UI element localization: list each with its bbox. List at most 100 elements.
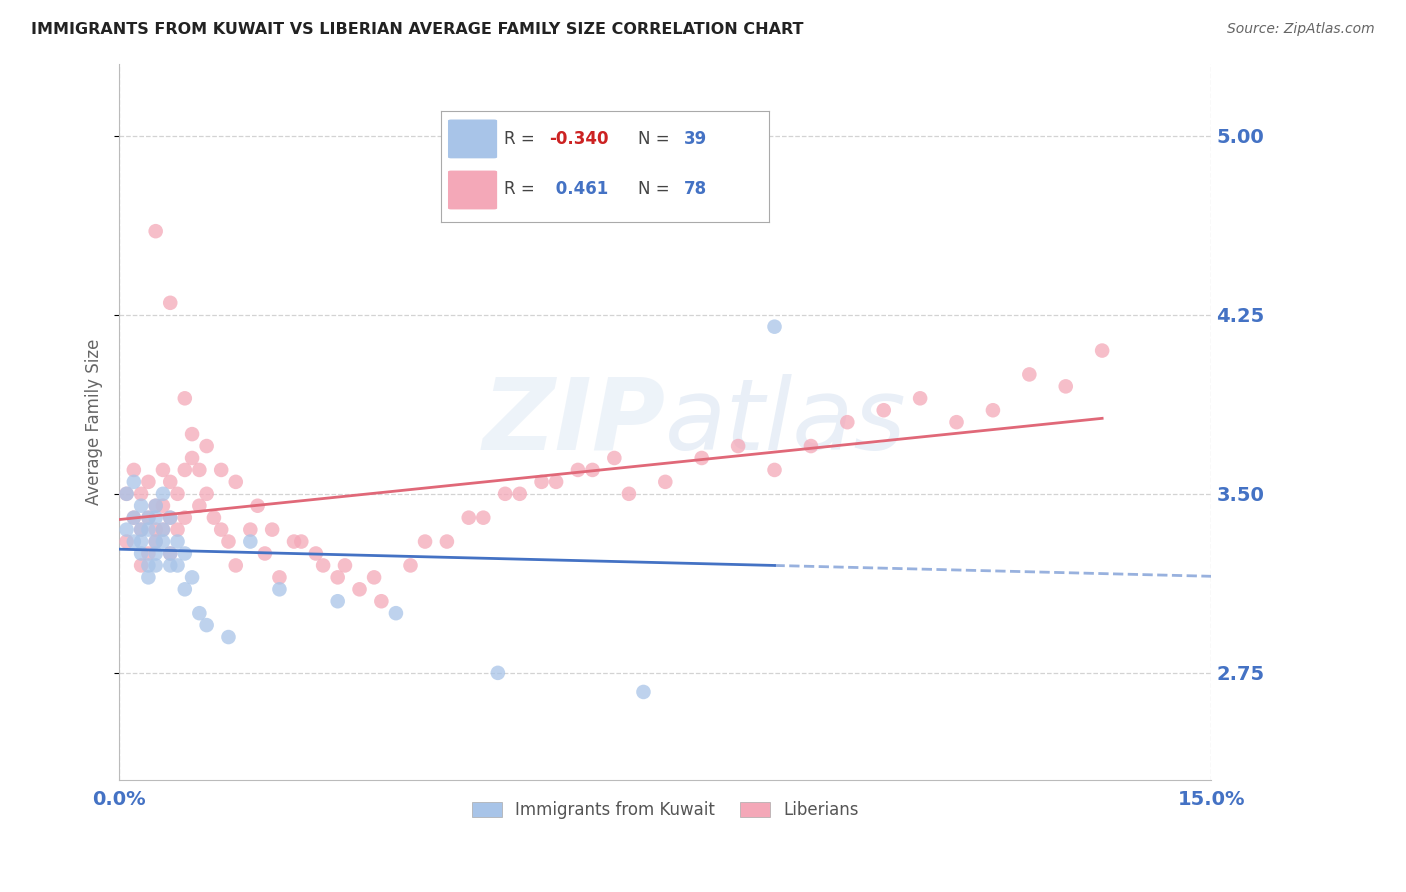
Point xyxy=(269,570,291,584)
Point xyxy=(188,499,211,513)
Point xyxy=(509,487,531,501)
Point xyxy=(195,487,218,501)
Point xyxy=(152,463,174,477)
Point xyxy=(385,606,408,620)
Point xyxy=(305,547,328,561)
Point xyxy=(173,510,195,524)
Point xyxy=(633,685,655,699)
Legend: Immigrants from Kuwait, Liberians: Immigrants from Kuwait, Liberians xyxy=(465,795,866,826)
Point xyxy=(218,534,240,549)
Point xyxy=(129,499,152,513)
Point xyxy=(837,415,859,429)
Text: IMMIGRANTS FROM KUWAIT VS LIBERIAN AVERAGE FAMILY SIZE CORRELATION CHART: IMMIGRANTS FROM KUWAIT VS LIBERIAN AVERA… xyxy=(31,22,803,37)
Point xyxy=(138,510,160,524)
Point xyxy=(115,487,138,501)
Point xyxy=(129,534,152,549)
Point xyxy=(1054,379,1077,393)
Point xyxy=(152,523,174,537)
Point xyxy=(138,570,160,584)
Point xyxy=(138,558,160,573)
Point xyxy=(166,558,188,573)
Point xyxy=(326,570,349,584)
Point xyxy=(283,534,305,549)
Text: atlas: atlas xyxy=(665,374,907,471)
Point xyxy=(145,534,167,549)
Point xyxy=(195,618,218,632)
Point xyxy=(173,392,195,406)
Point xyxy=(363,570,385,584)
Point xyxy=(152,499,174,513)
Point xyxy=(129,487,152,501)
Point xyxy=(129,523,152,537)
Point xyxy=(145,224,167,238)
Point xyxy=(209,463,232,477)
Point xyxy=(122,463,145,477)
Text: ZIP: ZIP xyxy=(482,374,665,471)
Point xyxy=(152,534,174,549)
Point xyxy=(145,510,167,524)
Point xyxy=(486,665,509,680)
Point xyxy=(166,523,188,537)
Point xyxy=(159,547,181,561)
Text: Source: ZipAtlas.com: Source: ZipAtlas.com xyxy=(1227,22,1375,37)
Point xyxy=(326,594,349,608)
Point xyxy=(181,450,204,465)
Point xyxy=(122,510,145,524)
Point xyxy=(159,558,181,573)
Point xyxy=(152,523,174,537)
Point xyxy=(239,534,262,549)
Point xyxy=(188,606,211,620)
Point xyxy=(312,558,335,573)
Point xyxy=(145,534,167,549)
Point xyxy=(690,450,713,465)
Point xyxy=(763,319,786,334)
Point xyxy=(290,534,312,549)
Point xyxy=(262,523,284,537)
Point xyxy=(195,439,218,453)
Point xyxy=(349,582,371,597)
Point xyxy=(945,415,967,429)
Point xyxy=(908,392,931,406)
Point xyxy=(173,463,195,477)
Point xyxy=(159,547,181,561)
Point xyxy=(370,594,392,608)
Point xyxy=(436,534,458,549)
Point xyxy=(1091,343,1114,358)
Point xyxy=(138,510,160,524)
Point xyxy=(1018,368,1040,382)
Point xyxy=(145,558,167,573)
Point xyxy=(129,547,152,561)
Point xyxy=(225,558,247,573)
Point xyxy=(413,534,436,549)
Point xyxy=(763,463,786,477)
Point xyxy=(209,523,232,537)
Point xyxy=(173,547,195,561)
Point xyxy=(166,534,188,549)
Point xyxy=(873,403,896,417)
Point xyxy=(546,475,568,489)
Point xyxy=(173,582,195,597)
Point xyxy=(399,558,422,573)
Point xyxy=(159,475,181,489)
Point xyxy=(115,523,138,537)
Point xyxy=(202,510,225,524)
Point xyxy=(145,499,167,513)
Point xyxy=(225,475,247,489)
Point xyxy=(567,463,589,477)
Point xyxy=(218,630,240,644)
Point xyxy=(800,439,823,453)
Point xyxy=(617,487,640,501)
Point xyxy=(494,487,516,501)
Point xyxy=(727,439,749,453)
Point xyxy=(138,475,160,489)
Point xyxy=(181,570,204,584)
Point xyxy=(253,547,276,561)
Point xyxy=(581,463,603,477)
Point xyxy=(115,487,138,501)
Point xyxy=(159,510,181,524)
Point xyxy=(122,475,145,489)
Point xyxy=(246,499,269,513)
Point xyxy=(166,487,188,501)
Point xyxy=(145,499,167,513)
Point xyxy=(239,523,262,537)
